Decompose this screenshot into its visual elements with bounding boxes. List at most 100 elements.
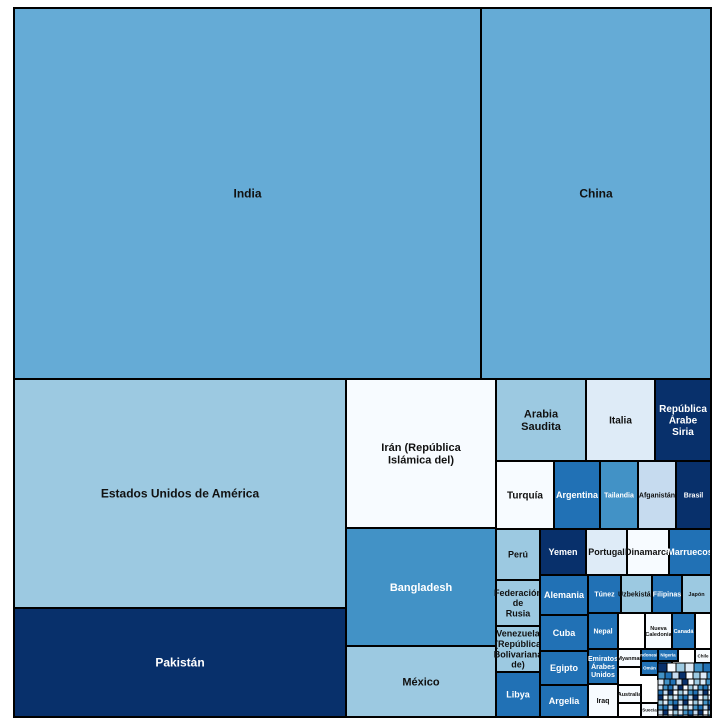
tiny-tile[interactable] xyxy=(697,704,704,711)
tiny-tile[interactable] xyxy=(682,694,689,701)
tiny-tile[interactable] xyxy=(666,662,677,673)
tiny-tile[interactable] xyxy=(677,684,684,691)
tiny-tile[interactable] xyxy=(672,689,679,696)
tile-canada[interactable] xyxy=(671,612,696,650)
tiny-tile[interactable] xyxy=(702,689,709,696)
tile-tailandia[interactable] xyxy=(599,460,639,530)
tile-australia[interactable] xyxy=(617,684,642,704)
treemap-cells: India China Estados Unidos de América Pakis… xyxy=(13,7,713,718)
tiny-tile[interactable] xyxy=(663,678,671,686)
tiny-tile[interactable] xyxy=(672,709,679,716)
tiny-tile[interactable] xyxy=(687,678,695,686)
tiny-tile[interactable] xyxy=(682,689,689,696)
tiny-tile[interactable] xyxy=(657,662,668,673)
tiny-tile[interactable] xyxy=(702,662,712,673)
tiny-tile[interactable] xyxy=(699,671,708,680)
tile-india[interactable] xyxy=(13,7,482,380)
tiny-tile[interactable] xyxy=(677,694,684,701)
tiny-tile[interactable] xyxy=(697,684,704,691)
tiny-tile[interactable] xyxy=(702,684,709,691)
tiny-tile[interactable] xyxy=(667,704,674,711)
tiny-tile[interactable] xyxy=(657,671,666,680)
tiny-tile[interactable] xyxy=(682,684,689,691)
tiny-tile[interactable] xyxy=(693,678,701,686)
tiny-tile[interactable] xyxy=(657,709,664,716)
tiny-tile[interactable] xyxy=(667,699,674,706)
tiny-tile[interactable] xyxy=(675,678,683,686)
tile-italia[interactable] xyxy=(585,378,656,462)
tiny-tile[interactable] xyxy=(672,684,679,691)
tiny-tile[interactable] xyxy=(697,694,704,701)
tiny-tile[interactable] xyxy=(677,704,684,711)
tiny-tile[interactable] xyxy=(667,709,674,716)
tiny-tile[interactable] xyxy=(687,699,694,706)
tiny-tile[interactable] xyxy=(657,689,664,696)
tiny-tile[interactable] xyxy=(657,704,664,711)
tiny-tile[interactable] xyxy=(667,689,674,696)
tiny-tile[interactable] xyxy=(667,694,674,701)
tiny-tile[interactable] xyxy=(697,709,704,716)
tiny-tile[interactable] xyxy=(685,671,694,680)
tile-federacion-de-rusia[interactable] xyxy=(495,579,541,627)
tile-argelia[interactable] xyxy=(539,684,589,718)
tiny-tile[interactable] xyxy=(657,678,665,686)
tiny-tile[interactable] xyxy=(657,694,664,701)
tiny-tile[interactable] xyxy=(662,704,669,711)
tiny-tile[interactable] xyxy=(697,699,704,706)
tiny-tile[interactable] xyxy=(677,689,684,696)
tiny-tile[interactable] xyxy=(687,709,694,716)
tiny-tile[interactable] xyxy=(675,662,686,673)
tiny-tile[interactable] xyxy=(667,684,674,691)
tiny-tile[interactable] xyxy=(681,678,689,686)
tiny-tile[interactable] xyxy=(687,704,694,711)
tiny-tile[interactable] xyxy=(702,709,709,716)
tiny-tile[interactable] xyxy=(662,684,669,691)
tiny-tile[interactable] xyxy=(662,694,669,701)
tiny-tile[interactable] xyxy=(692,689,699,696)
tiny-tile[interactable] xyxy=(682,709,689,716)
tiny-tile[interactable] xyxy=(662,689,669,696)
tile-iraq[interactable] xyxy=(587,683,619,718)
tiny-tile[interactable] xyxy=(687,684,694,691)
tiny-tile[interactable] xyxy=(682,704,689,711)
tiny-tile[interactable] xyxy=(702,704,709,711)
tile-afganistan[interactable] xyxy=(637,460,677,530)
tiny-tile[interactable] xyxy=(687,689,694,696)
tiny-tile[interactable] xyxy=(693,662,704,673)
tiny-tile[interactable] xyxy=(684,662,695,673)
tiny-tile[interactable] xyxy=(699,678,707,686)
tiny-tile[interactable] xyxy=(669,678,677,686)
tiny-tile[interactable] xyxy=(664,671,673,680)
tiny-tile[interactable] xyxy=(692,684,699,691)
tiny-tile[interactable] xyxy=(692,709,699,716)
tiny-tile[interactable] xyxy=(677,699,684,706)
tiny-tile[interactable] xyxy=(672,699,679,706)
tile-portugal[interactable] xyxy=(585,528,628,576)
tiny-tile[interactable] xyxy=(657,684,664,691)
tiny-tile[interactable] xyxy=(692,704,699,711)
tiny-tile[interactable] xyxy=(672,694,679,701)
tiny-tile[interactable] xyxy=(657,699,664,706)
tiny-tile[interactable] xyxy=(662,709,669,716)
tiny-tile[interactable] xyxy=(687,694,694,701)
tiny-tile[interactable] xyxy=(662,699,669,706)
tile-label-dinamarca: Dinamarca xyxy=(625,547,672,557)
tile-republica-arabe-siria[interactable] xyxy=(654,378,712,462)
tile-estados-unidos-de-america[interactable] xyxy=(13,378,347,609)
tile-argentina[interactable] xyxy=(553,460,601,530)
tiny-tile[interactable] xyxy=(692,699,699,706)
tiny-tile[interactable] xyxy=(678,671,687,680)
tiny-tile[interactable] xyxy=(671,671,680,680)
tile-arabia-saudita[interactable] xyxy=(495,378,587,462)
tile-label-cuba: Cuba xyxy=(553,628,576,638)
tiny-tile[interactable] xyxy=(702,699,709,706)
tile-label-federacion-de-rusia: Federación de Rusia xyxy=(494,588,542,619)
tiny-tile[interactable] xyxy=(682,699,689,706)
tiny-tile[interactable] xyxy=(702,694,709,701)
tiny-tile[interactable] xyxy=(697,689,704,696)
tiny-tile[interactable] xyxy=(692,694,699,701)
tiny-tile[interactable] xyxy=(672,704,679,711)
tiny-tile[interactable] xyxy=(677,709,684,716)
tiny-tile[interactable] xyxy=(692,671,701,680)
